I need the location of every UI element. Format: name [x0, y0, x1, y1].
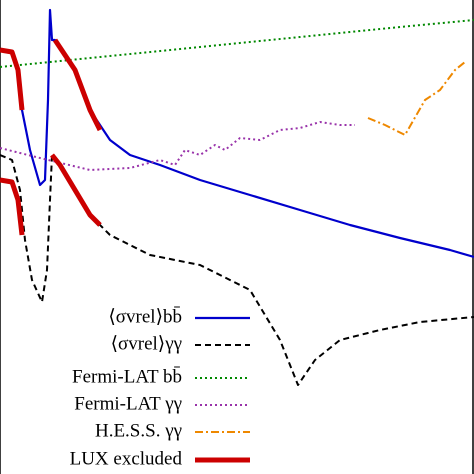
series-line [0, 121, 355, 171]
legend-label: ⟨σvrel⟩γγ [111, 333, 182, 354]
series-line [0, 19, 474, 68]
legend-label: H.E.S.S. γγ [95, 420, 182, 441]
legend-label: LUX excluded [70, 448, 183, 469]
legend-label: Fermi-LAT bb̄ [72, 366, 182, 387]
series-line [367, 61, 466, 136]
series-line [0, 154, 474, 386]
legend-label: ⟨σvrel⟩bb̄ [108, 306, 182, 327]
legend-label: Fermi-LAT γγ [74, 393, 182, 414]
series-line [0, 38, 103, 236]
